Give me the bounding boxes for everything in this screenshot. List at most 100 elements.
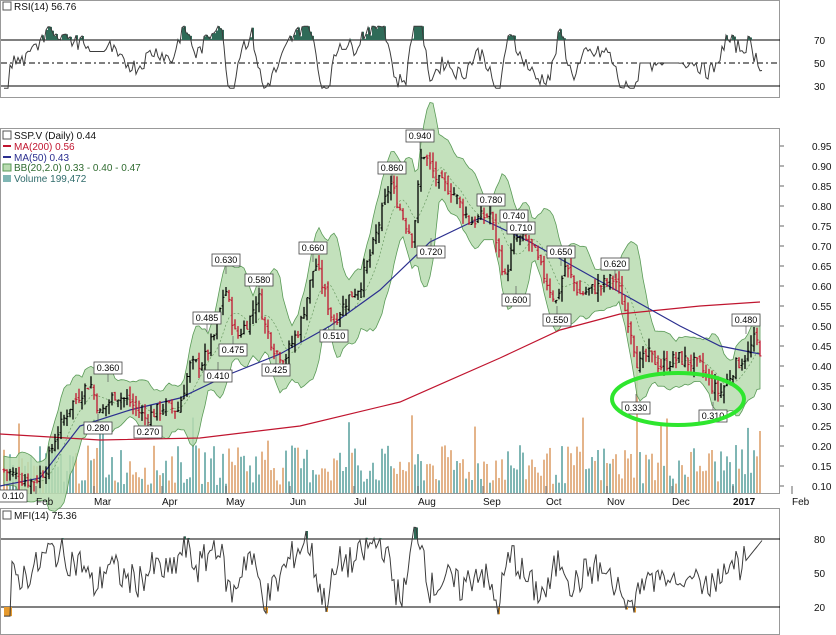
- volume-bar: [243, 455, 245, 493]
- price-bar: [548, 278, 552, 298]
- volume-bar: [660, 425, 662, 493]
- volume-bar: [525, 479, 527, 493]
- volume-bar: [132, 474, 134, 493]
- price-tick-label: 0.90: [812, 162, 832, 173]
- volume-bar: [648, 459, 650, 493]
- volume-bar: [255, 456, 257, 493]
- volume-bar: [618, 474, 620, 493]
- rsi-tick-label: 30: [814, 82, 826, 93]
- price-bar: [695, 357, 699, 367]
- price-bar: [131, 393, 135, 415]
- volume-bar: [552, 483, 554, 493]
- volume-bar: [282, 467, 284, 493]
- price-bar: [41, 470, 45, 478]
- price-bar: [143, 404, 147, 426]
- volume-bar: [723, 470, 725, 493]
- volume-bar: [126, 472, 128, 493]
- volume-bar: [651, 453, 653, 493]
- price-tick-label: 0.15: [812, 462, 832, 473]
- volume-bar: [273, 468, 275, 493]
- volume-bar: [183, 482, 185, 493]
- price-bar: [68, 408, 72, 418]
- volume-bar: [570, 453, 572, 493]
- volume-bar: [138, 477, 140, 493]
- svg-text:0.660: 0.660: [302, 243, 325, 253]
- price-bar: [755, 327, 759, 346]
- rsi-label: RSI(14) 56.76: [14, 2, 77, 13]
- volume-bar: [549, 447, 551, 493]
- volume-bar: [441, 446, 443, 493]
- price-tick-label: 0.40: [812, 362, 832, 373]
- price-bar: [230, 296, 234, 336]
- volume-bar: [591, 457, 593, 493]
- price-bar: [209, 333, 213, 357]
- price-bar: [44, 466, 48, 484]
- price-annotation: 0.940: [405, 129, 435, 150]
- price-bar: [632, 335, 636, 358]
- volume-bar: [78, 483, 80, 493]
- price-bar: [620, 275, 624, 305]
- volume-bar: [504, 479, 506, 493]
- price-bar: [326, 281, 330, 316]
- price-bar: [32, 481, 36, 492]
- volume-bar: [399, 461, 401, 493]
- volume-bar: [633, 477, 635, 493]
- volume-bar: [381, 448, 383, 493]
- price-annotation: 0.360: [93, 361, 123, 382]
- price-bar: [167, 400, 171, 404]
- volume-bar: [96, 447, 98, 493]
- price-bar: [587, 287, 591, 296]
- volume-bar: [333, 458, 335, 493]
- volume-bar: [93, 458, 95, 493]
- mfi-panel: [0, 508, 780, 635]
- price-annotation: 0.410: [203, 362, 233, 383]
- volume-bar: [666, 418, 668, 493]
- price-bar: [545, 273, 549, 291]
- volume-bar: [678, 460, 680, 493]
- volume-bar: [300, 468, 302, 493]
- price-annotations: 0.110 0.360 0.280 0.270 0.485 0.475 0.410 0.630…: [0, 129, 761, 503]
- price-bar: [407, 224, 411, 235]
- volume-bar: [696, 471, 698, 493]
- month-label: Apr: [162, 497, 178, 508]
- price-bar: [380, 202, 384, 232]
- bb-legend: BB(20,2.0) 0.33 - 0.40 - 0.47: [14, 163, 141, 174]
- volume-bar: [519, 445, 521, 493]
- price-annotation: 0.600: [501, 286, 531, 307]
- price-bar: [440, 170, 444, 179]
- price-bar: [467, 215, 471, 225]
- price-tick-label: 0.25: [812, 422, 832, 433]
- price-bar: [74, 393, 78, 405]
- price-bar: [455, 194, 459, 205]
- month-label: Dec: [672, 497, 690, 508]
- volume-bar: [726, 456, 728, 493]
- price-annotation: 0.710: [506, 221, 536, 242]
- volume-bar: [72, 456, 74, 493]
- volume-bar: [87, 445, 89, 493]
- volume-bar: [507, 451, 509, 493]
- svg-text:0.425: 0.425: [265, 365, 288, 375]
- volume-bar: [462, 459, 464, 493]
- price-bar: [431, 152, 435, 179]
- volume-bar: [219, 477, 221, 493]
- highlight-circle: [610, 371, 746, 427]
- price-annotation: 0.270: [133, 418, 163, 439]
- price-bar: [377, 221, 381, 243]
- price-bar: [89, 376, 93, 389]
- price-bar: [581, 291, 585, 296]
- price-bar: [155, 403, 159, 421]
- price-annotation: 0.425: [261, 356, 291, 377]
- month-label: 2017: [733, 497, 756, 508]
- price-bar: [170, 399, 174, 414]
- price-bar: [104, 405, 108, 417]
- price-bar: [242, 320, 246, 335]
- price-annotation: 0.580: [244, 273, 274, 294]
- price-bar: [302, 306, 306, 319]
- volume-bar: [714, 461, 716, 493]
- price-bar: [140, 405, 144, 421]
- rsi-series: [4, 25, 763, 90]
- volume-bar: [306, 449, 308, 493]
- price-bar: [542, 255, 546, 284]
- price-bar: [35, 475, 39, 484]
- price-bar: [206, 349, 210, 361]
